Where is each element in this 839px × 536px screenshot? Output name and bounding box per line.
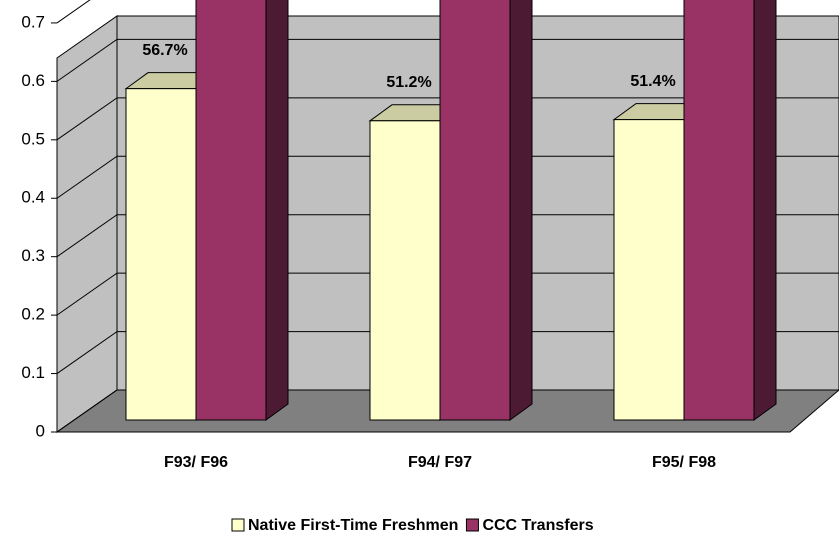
- bar: [125, 88, 197, 421]
- legend: Native First-Time Freshmen CCC Transfers: [231, 517, 594, 534]
- y-tick-label: 0.3: [21, 246, 45, 265]
- value-label: 51.4%: [630, 73, 675, 90]
- legend-marker: [231, 518, 245, 532]
- grid-line: [56, 0, 91, 24]
- bar-side: [753, 0, 777, 421]
- x-tick-label: F94/ F97: [408, 454, 472, 471]
- bar: [195, 0, 267, 421]
- grid-line: [56, 331, 839, 374]
- left-wall: [56, 15, 118, 433]
- grid-line: [56, 214, 839, 258]
- y-tick-label: 0: [36, 421, 45, 440]
- bar: [369, 120, 441, 421]
- legend-label: Native First-Time Freshmen: [248, 517, 458, 534]
- bar: [613, 119, 685, 421]
- value-label: 51.2%: [386, 74, 431, 91]
- y-tick-label: 0.7: [21, 12, 45, 31]
- bar: [439, 0, 511, 421]
- bar-side: [265, 0, 289, 421]
- y-tick-label: 0.4: [21, 188, 45, 207]
- grid-line: [56, 272, 839, 316]
- y-tick-label: 0.5: [21, 129, 45, 148]
- legend-label: CCC Transfers: [482, 517, 593, 534]
- grid-line: [56, 97, 839, 141]
- grid-line: [56, 389, 839, 433]
- grid-line: [56, 155, 839, 199]
- bar: [683, 0, 755, 421]
- y-tick-label: 0.6: [21, 71, 45, 90]
- x-tick-label: F93/ F96: [164, 454, 228, 471]
- bar-side: [509, 0, 533, 421]
- x-tick-label: F95/ F98: [652, 454, 716, 471]
- y-tick-label: 0.1: [21, 363, 45, 382]
- y-tick-label: 0.2: [21, 305, 45, 324]
- value-label: 56.7%: [142, 42, 187, 59]
- legend-marker: [465, 518, 479, 532]
- grid: 00.10.20.30.40.50.60.70.8: [21, 0, 839, 440]
- grid-line: [56, 38, 839, 82]
